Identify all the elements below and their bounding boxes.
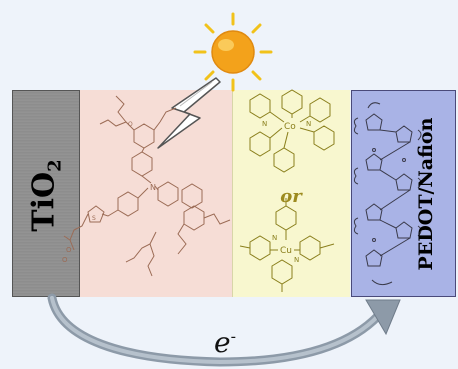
svg-text:N: N: [150, 183, 156, 192]
electron-label-charge: -: [230, 326, 236, 346]
redox-mediator-layer: [232, 90, 350, 297]
lightning-icon: [157, 77, 221, 149]
pedot-nafion-label: PEDOT/Nafion: [415, 117, 437, 271]
electron-arrow-icon: [47, 293, 401, 367]
tio2-electrode: [12, 90, 80, 297]
electron-label-base: e: [214, 326, 231, 359]
svg-text:N: N: [262, 120, 267, 128]
pedot-polymer-structure: [353, 102, 422, 286]
svg-text:N: N: [294, 256, 299, 264]
cobalt-complex-structure: N N: [249, 89, 335, 173]
tio2-label: TiO2: [27, 146, 66, 246]
svg-text:N: N: [306, 120, 311, 128]
copper-metal-label: Cu: [280, 246, 292, 256]
svg-text:O: O: [62, 256, 68, 264]
tio2-label-subscript: 2: [44, 159, 66, 172]
electron-label: e-: [214, 326, 236, 359]
cobalt-metal-label: Co: [284, 122, 296, 132]
svg-text:O: O: [128, 121, 133, 128]
dye-layer: [80, 90, 232, 297]
or-label: or: [280, 186, 302, 207]
svg-text:S: S: [92, 215, 96, 222]
dye-structure: N S O O O: [62, 95, 231, 277]
sun-icon: [193, 12, 273, 92]
copper-complex-structure: N N: [239, 198, 335, 292]
svg-text:N: N: [272, 234, 277, 242]
svg-text:O: O: [66, 246, 72, 254]
tio2-label-base: TiO: [26, 171, 62, 232]
pedot-nafion-electrode: [351, 90, 456, 297]
